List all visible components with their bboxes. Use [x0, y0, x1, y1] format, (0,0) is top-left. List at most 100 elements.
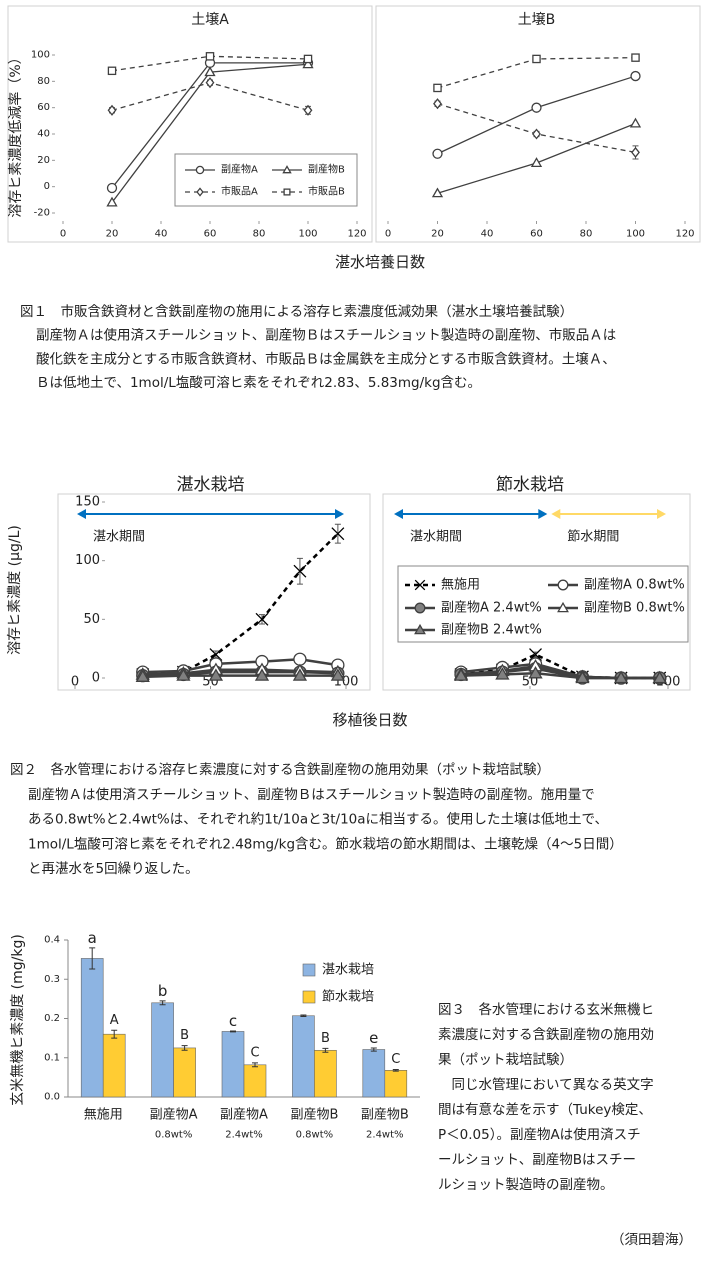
legend-marker: [283, 188, 291, 196]
caption-title: 図３ 各水管理における玄米無機ヒ: [438, 1002, 654, 1018]
caption-line: 副産物Ａは使用済スチールショット、副産物Ｂはスチールショット製造時の副産物、市販…: [36, 327, 616, 344]
marker: [630, 70, 641, 82]
legend-label: 節水栽培: [322, 989, 374, 1005]
x-tick-label: 副産物B: [290, 1108, 338, 1123]
marker: [209, 648, 223, 661]
error-bar: [181, 1045, 188, 1051]
caption-line: 素濃度に対する含鉄副産物の施用効: [438, 1027, 654, 1043]
bar: [102, 1033, 126, 1098]
error-bar: [370, 1047, 377, 1052]
significance-letter: C: [391, 1052, 400, 1067]
legend-swatch: [302, 963, 316, 977]
marker: [254, 668, 270, 681]
marker: [495, 667, 510, 680]
legend-swatch: [302, 990, 316, 1004]
caption-line: 間は有意な差を示す（Tukey検定、: [438, 1102, 652, 1118]
bar: [292, 1015, 315, 1098]
legend-label: 副産物A: [221, 163, 258, 176]
series-line: [437, 75, 636, 155]
y-tick-label: 20: [37, 155, 50, 166]
marker: [107, 104, 117, 116]
caption-line: 果（ポット栽培試験）: [438, 1052, 573, 1068]
series-line: [142, 668, 338, 676]
caption-title: 図２ 各水管理における溶存ヒ素濃度に対する含鉄副産物の施用効果（ポット栽培試験）: [10, 762, 550, 778]
significance-letter: B: [180, 1028, 189, 1043]
bar: [314, 1049, 337, 1098]
bar: [151, 1002, 174, 1098]
error-bar: [392, 1069, 399, 1072]
significance-letter: B: [321, 1031, 330, 1046]
x-tick-label: 20: [106, 229, 119, 240]
legend-label: 副産物A 0.8wt%: [584, 578, 685, 593]
marker: [652, 670, 667, 684]
panel-frame: [57, 493, 371, 691]
marker: [205, 52, 215, 61]
legend-label: 湛水栽培: [322, 962, 374, 978]
bar: [221, 1031, 245, 1098]
y-tick-label: 0.0: [44, 1092, 60, 1103]
y-tick-label: 40: [37, 129, 50, 140]
legend-marker: [195, 165, 205, 175]
y-tick-label: 50: [83, 612, 100, 627]
marker: [631, 146, 640, 158]
series-line: [142, 532, 339, 676]
y-tick-label: 80: [37, 76, 50, 87]
y-tick-label: 100: [31, 50, 50, 61]
x-tick-label: 0: [71, 675, 79, 690]
legend-marker: [196, 187, 204, 197]
caption-line: と再湛水を5回繰り返した。: [28, 861, 199, 877]
y-axis-title: 玄米無機ヒ素濃度 (mg/kg): [10, 934, 26, 1106]
bar: [173, 1047, 196, 1098]
significance-letter: b: [158, 982, 168, 1000]
author: （須田碧海）: [611, 1232, 692, 1248]
legend-marker: [557, 579, 569, 591]
error-bar: [89, 947, 96, 970]
x-tick-label: 100: [298, 229, 317, 240]
legend-marker: [282, 165, 292, 174]
x-axis-title: 湛水培養日数: [335, 253, 425, 271]
marker: [433, 83, 442, 93]
marker: [431, 187, 444, 198]
x-tick-label: 2.4wt%: [366, 1130, 404, 1141]
panel-frame: [7, 5, 373, 243]
significance-letter: c: [229, 1012, 237, 1030]
legend-box: [174, 153, 358, 207]
x-tick-label: 0.8wt%: [155, 1130, 193, 1141]
marker: [453, 668, 469, 681]
error-bar: [322, 1047, 329, 1053]
arrow-head: [77, 509, 86, 519]
error-bar: [111, 1029, 118, 1039]
x-tick-label: 0: [60, 229, 66, 240]
error-bar: [230, 1030, 236, 1033]
legend-marker: [414, 623, 426, 635]
marker: [135, 669, 150, 682]
caption-title: 図１ 市販含鉄資材と含鉄副産物の施用による溶存ヒ素濃度低減効果（湛水土壌培養試験…: [20, 303, 573, 320]
error-bar: [159, 1000, 166, 1006]
x-tick-label: 120: [675, 229, 694, 240]
marker: [575, 670, 590, 684]
significance-letter: e: [369, 1029, 378, 1047]
legend-label: 副産物A 2.4wt%: [441, 601, 542, 616]
x-tick-label: 0.8wt%: [296, 1130, 334, 1141]
x-tick-label: 120: [347, 229, 366, 240]
x-tick-label: 40: [155, 229, 168, 240]
series-line: [460, 672, 660, 680]
panel-title: 湛水栽培: [177, 475, 245, 495]
x-tick-label: 副産物A: [150, 1108, 198, 1123]
error-bar: [252, 1062, 258, 1068]
legend-label: 副産物B 2.4wt%: [441, 623, 542, 638]
marker: [330, 668, 345, 681]
panel-frame: [375, 5, 701, 243]
legend-label: 無施用: [441, 578, 480, 593]
y-axis-title: 溶存ヒ素濃度低減率（%）: [7, 50, 24, 217]
legend-marker: [557, 601, 569, 613]
panel-frame: [382, 493, 691, 691]
y-tick-label: 0.2: [44, 1013, 60, 1024]
panel-title: 土壌A: [191, 12, 229, 28]
caption-line: Ｂは低地土で、1mol/L塩酸可溶ヒ素をそれぞれ2.83、5.83mg/kg含む…: [36, 375, 481, 391]
marker: [293, 652, 307, 666]
caption-line: 副産物Ａは使用済スチールショット、副産物Ｂはスチールショット製造時の副産物。施用…: [28, 786, 595, 803]
marker: [176, 668, 191, 681]
